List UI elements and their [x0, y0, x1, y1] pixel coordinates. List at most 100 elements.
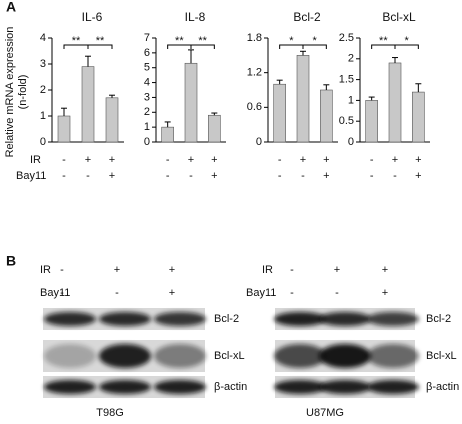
significance-label: *: [289, 35, 294, 47]
error-bar: [109, 94, 115, 98]
sign: +: [382, 287, 388, 299]
sign: +: [415, 154, 421, 166]
sign: +: [300, 154, 306, 166]
y-tick-label: 2: [40, 84, 46, 96]
blot-band: [99, 380, 151, 394]
error-bar: [300, 50, 306, 56]
bar: [184, 62, 198, 143]
blot-band: [319, 344, 371, 368]
error-bar: [85, 55, 91, 67]
sign: -: [115, 287, 119, 299]
treatment-label: Bay11: [246, 287, 276, 299]
y-tick-label: 2: [348, 53, 354, 65]
error-bar: [188, 49, 194, 64]
sign: -: [166, 170, 170, 182]
error-bar: [323, 84, 330, 90]
band-label: Bcl-2: [426, 313, 451, 325]
sign: -: [86, 170, 90, 182]
y-tick-label: 1: [348, 94, 354, 106]
significance-bracket: [190, 44, 215, 49]
treatment-label: IR: [262, 264, 273, 276]
band-label: Bcl-2: [214, 313, 239, 325]
blot-band: [319, 312, 371, 326]
sign: +: [415, 170, 421, 182]
sign: -: [189, 170, 193, 182]
chart-title: Bcl-xL: [382, 10, 416, 24]
y-tick-label: 2.5: [339, 32, 354, 44]
sign: -: [290, 264, 294, 276]
blot-band: [319, 380, 371, 394]
y-tick-label: 3: [144, 91, 150, 103]
significance-bracket: [87, 44, 113, 49]
blot-band: [44, 312, 96, 326]
treatment-label: IR: [40, 264, 51, 276]
treatment-label: Bay11: [40, 287, 70, 299]
y-tick-label: 4: [40, 32, 46, 44]
sign: -: [62, 170, 66, 182]
sign: -: [62, 154, 66, 166]
y-tick-label: 4: [144, 76, 150, 88]
significance-label: **: [72, 35, 81, 47]
error-bar: [164, 121, 171, 128]
sign: +: [323, 170, 329, 182]
bar: [365, 100, 378, 143]
sign: -: [278, 154, 282, 166]
significance-label: **: [198, 35, 207, 47]
significance-label: *: [405, 35, 410, 47]
error-bar: [61, 107, 67, 116]
sign: +: [109, 170, 115, 182]
band-label: Bcl-xL: [214, 350, 245, 362]
sign: +: [211, 170, 217, 182]
bar: [105, 97, 119, 143]
sign: +: [323, 154, 329, 166]
sign: -: [290, 287, 294, 299]
blot-band: [99, 312, 151, 326]
bar: [412, 91, 425, 143]
bar: [320, 89, 333, 143]
panel-label: B: [6, 253, 16, 269]
significance-label: *: [313, 35, 318, 47]
blot-band: [44, 380, 96, 394]
sign: -: [393, 170, 397, 182]
significance-label: **: [96, 35, 105, 47]
error-bar: [415, 83, 422, 93]
y-tick-label: 0: [144, 136, 150, 148]
sign: -: [60, 287, 64, 299]
y-tick-label: 2: [144, 106, 150, 118]
blot-band: [99, 344, 151, 368]
y-tick-label: 1.2: [247, 67, 262, 79]
sign: +: [188, 154, 194, 166]
sign: -: [370, 154, 374, 166]
bar: [273, 83, 286, 143]
treatment-label: IR: [30, 154, 41, 166]
cell-line-label: U87MG: [306, 407, 344, 419]
y-tick-label: 0: [348, 136, 354, 148]
y-tick-label: 0: [256, 136, 262, 148]
blot-band: [154, 344, 206, 368]
significance-label: **: [175, 35, 184, 47]
bar: [208, 114, 221, 143]
y-tick-label: 0: [40, 136, 46, 148]
y-tick-label: 1.5: [339, 74, 354, 86]
sign: +: [382, 264, 388, 276]
y-axis-label: Relative mRNA expression: [4, 27, 16, 158]
significance-bracket: [302, 44, 327, 49]
band-label: β-actin: [426, 381, 459, 393]
sign: -: [301, 170, 305, 182]
y-tick-label: 0.6: [247, 101, 262, 113]
significance-label: **: [379, 35, 388, 47]
error-bar: [211, 112, 218, 116]
sign: -: [335, 287, 339, 299]
sign: +: [85, 154, 91, 166]
sign: +: [169, 264, 175, 276]
error-bar: [368, 96, 375, 101]
blot-band: [44, 344, 96, 368]
sign: +: [334, 264, 340, 276]
sign: +: [392, 154, 398, 166]
sign: -: [166, 154, 170, 166]
bar: [57, 115, 71, 143]
error-bar: [392, 57, 398, 63]
blot-band: [274, 312, 326, 326]
bar: [388, 62, 402, 143]
